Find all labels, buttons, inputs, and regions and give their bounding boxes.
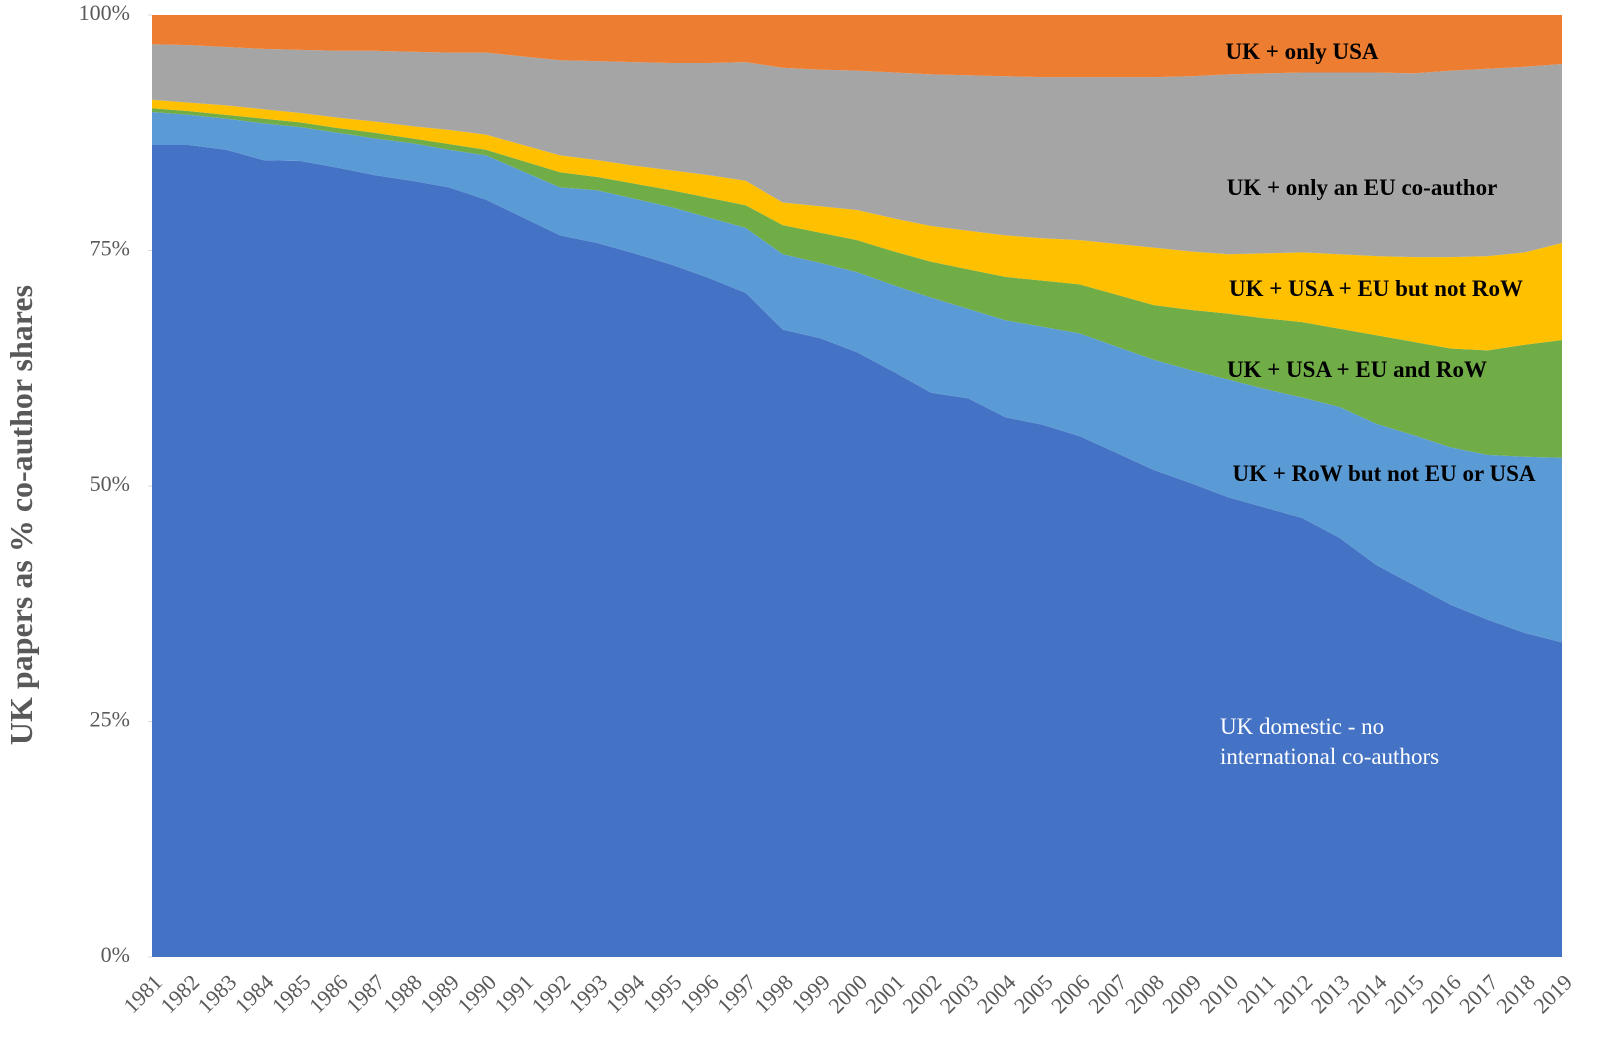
x-tick-label: 1997 [712,969,761,1018]
area [152,145,1562,957]
x-tick-label: 1984 [230,969,279,1018]
series-label: UK + only an EU co-author [1226,175,1498,200]
x-tick-label: 2004 [972,969,1021,1018]
x-tick-label: 2009 [1157,969,1206,1018]
y-tick-label: 100% [79,0,130,25]
y-tick-label: 0% [101,942,130,967]
area [152,44,1562,258]
area [152,108,1562,458]
y-axis-title: UK papers as % co-author shares [3,285,39,745]
x-tick-label: 1992 [526,969,575,1018]
y-tick-label: 25% [90,707,130,732]
x-tick-label: 2019 [1528,969,1577,1018]
x-tick-label: 2016 [1417,969,1466,1018]
series-label: UK + USA + EU and RoW [1226,357,1488,382]
x-tick-label: 1989 [415,969,464,1018]
x-tick-label: 2015 [1380,969,1429,1018]
x-tick-label: 1986 [304,969,353,1018]
x-tick-label: 1996 [675,969,724,1018]
series-label: UK + USA + EU but not RoW [1229,276,1523,301]
area [152,99,1562,351]
x-tick-label: 1994 [601,969,650,1018]
x-tick-label: 2002 [898,969,947,1018]
x-tick-label: 1987 [341,969,390,1018]
x-tick-label: 1988 [378,969,427,1018]
x-tick-label: 2013 [1306,969,1355,1018]
x-tick-label: 1985 [267,969,316,1018]
x-tick-label: 2010 [1194,969,1243,1018]
y-tick-label: 75% [90,236,130,261]
x-tick-label: 2014 [1343,969,1392,1018]
x-tick-label: 2011 [1232,969,1280,1017]
x-tick-label: 1991 [489,969,538,1018]
x-tick-label: 2000 [823,969,872,1018]
x-tick-label: 2003 [935,969,984,1018]
x-tick-label: 1995 [638,969,687,1018]
x-tick-label: 1998 [749,969,798,1018]
series-label: UK domestic - no international co-author… [1220,714,1440,769]
y-tick-label: 50% [90,471,130,496]
x-tick-label: 2017 [1454,969,1503,1018]
x-tick-label: 2007 [1083,969,1132,1018]
x-tick-label: 2001 [860,969,909,1018]
x-tick-label: 1993 [564,969,613,1018]
x-tick-label: 2018 [1491,969,1540,1018]
x-tick-label: 1983 [193,969,242,1018]
series-label: UK + only USA [1225,39,1379,64]
x-tick-label: 1981 [118,969,167,1018]
x-tick-label: 1982 [155,969,204,1018]
x-tick-label: 2006 [1046,969,1095,1018]
x-tick-label: 2012 [1269,969,1318,1018]
x-tick-label: 1990 [452,969,501,1018]
area [152,15,1562,78]
series-label: UK + RoW but not EU or USA [1232,461,1536,486]
x-tick-label: 2008 [1120,969,1169,1018]
x-tick-label: 1999 [786,969,835,1018]
x-tick-label: 2005 [1009,969,1058,1018]
